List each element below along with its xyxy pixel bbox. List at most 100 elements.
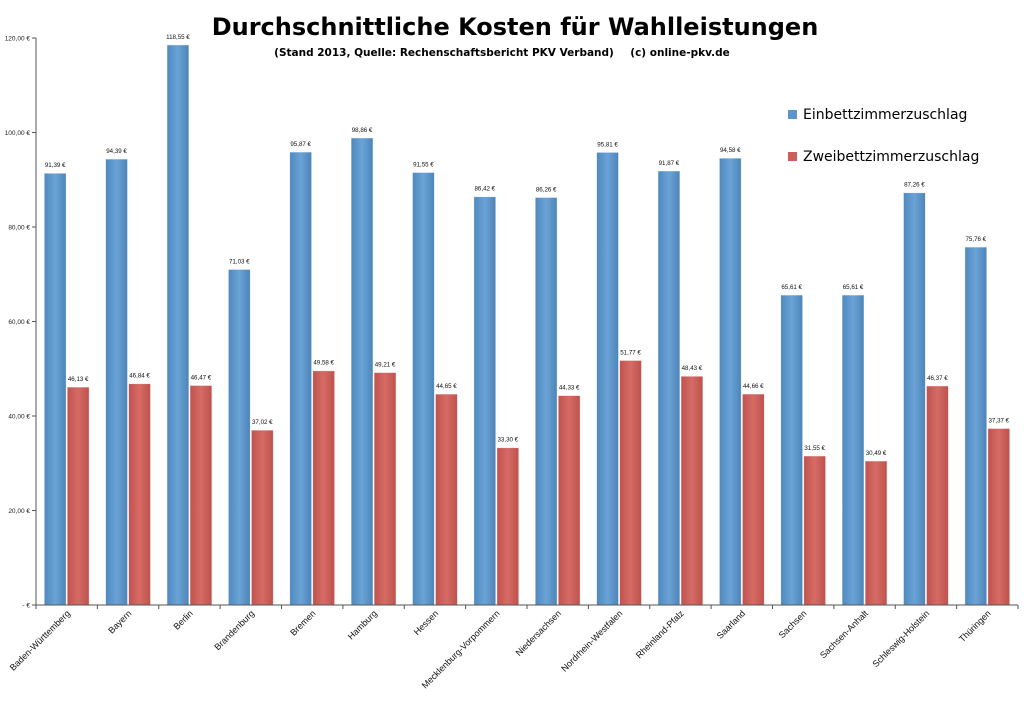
data-label: 87,26 € <box>904 182 925 189</box>
bar-zweibett <box>619 359 642 606</box>
category-label: Hamburg <box>346 608 379 641</box>
category-label: Saarland <box>715 608 748 641</box>
data-label: 94,58 € <box>720 147 741 154</box>
data-label: 46,37 € <box>927 375 948 382</box>
bar-zweibett <box>373 372 397 606</box>
data-label: 91,87 € <box>659 160 680 167</box>
data-label: 44,33 € <box>559 385 580 392</box>
category-label: Bremen <box>288 608 317 637</box>
bar-einbett <box>841 294 865 606</box>
bar-einbett <box>412 172 435 606</box>
legend-swatch <box>788 110 797 119</box>
data-label: 49,58 € <box>313 360 334 367</box>
bar-zweibett <box>128 383 151 606</box>
category-label: Niedersachsen <box>514 608 564 658</box>
bar-einbett <box>718 157 742 606</box>
bar-einbett <box>964 246 988 606</box>
bar-einbett <box>350 137 374 606</box>
category-label: Baden-Württemberg <box>8 608 72 672</box>
legend-swatch <box>788 152 797 161</box>
bar-einbett <box>780 294 804 606</box>
data-label: 44,65 € <box>436 383 457 390</box>
category-label: Sachsen-Anhalt <box>818 608 870 660</box>
data-label: 65,61 € <box>843 284 864 291</box>
bar-zweibett <box>741 393 765 606</box>
data-label: 46,84 € <box>129 373 150 380</box>
data-label: 94,39 € <box>106 148 127 155</box>
bar-einbett <box>166 44 190 606</box>
bar-zweibett <box>189 385 213 606</box>
legend-label: Zweibettzimmerzuschlag <box>803 149 979 165</box>
category-label: Sachsen <box>777 608 809 640</box>
data-label: 44,66 € <box>743 383 764 390</box>
data-label: 71,03 € <box>229 258 250 265</box>
bar-einbett <box>105 158 128 606</box>
bar-einbett <box>43 172 67 606</box>
bar-zweibett <box>987 428 1011 606</box>
data-label: 46,13 € <box>68 376 89 383</box>
category-label: Bayern <box>106 608 133 635</box>
data-label: 49,21 € <box>375 361 396 368</box>
y-axis: - € 20,00 € 40,00 € 60,00 € 80,00 € 100,00 € 1… <box>5 35 37 609</box>
y-tick-label: 20,00 € <box>8 508 30 515</box>
y-tick-label: 40,00 € <box>8 413 30 420</box>
bar-einbett <box>903 192 926 606</box>
data-label: 51,77 € <box>620 349 641 356</box>
data-label: 65,61 € <box>781 284 802 291</box>
data-label: 86,42 € <box>474 186 495 193</box>
bar-zweibett <box>680 375 704 606</box>
data-labels: 91,39 € 46,13 € 94,39 € 46,84 € 118,55 € 46,4… <box>45 34 1010 457</box>
data-label: 86,26 € <box>536 186 557 193</box>
category-label: Berlin <box>172 608 195 631</box>
bars <box>43 44 1011 606</box>
bar-einbett <box>473 196 497 606</box>
data-label: 37,02 € <box>252 419 273 426</box>
data-label: 48,43 € <box>682 365 703 372</box>
chart-title: Durchschnittliche Kosten für Wahlleistun… <box>212 13 819 41</box>
category-label: Schleswig-Holstein <box>871 608 932 669</box>
data-label: 30,49 € <box>866 450 887 457</box>
chart-subtitle-source: (Stand 2013, Quelle: Rechenschaftsberich… <box>274 47 614 59</box>
bar-zweibett <box>803 455 827 606</box>
data-label: 37,37 € <box>988 417 1009 424</box>
bar-einbett <box>289 151 313 606</box>
y-tick-label: 80,00 € <box>8 224 30 231</box>
legend-label: Einbettzimmerzuschlag <box>803 107 967 123</box>
bar-zweibett <box>312 370 336 606</box>
bar-zweibett <box>66 386 90 606</box>
category-label: Brandenburg <box>212 608 256 652</box>
bar-einbett <box>657 170 681 606</box>
category-label: Rheinland-Pfalz <box>634 608 686 660</box>
data-label: 91,55 € <box>413 161 434 168</box>
bar-zweibett <box>926 385 949 606</box>
x-axis: Baden-Württemberg Bayern Berlin Brandenburg… <box>8 604 1019 690</box>
data-label: 91,39 € <box>45 162 66 169</box>
data-label: 98,86 € <box>352 127 373 134</box>
y-tick-label: 60,00 € <box>8 319 30 326</box>
data-label: 75,76 € <box>965 236 986 243</box>
bar-zweibett <box>496 447 520 606</box>
y-tick-label: - € <box>22 602 30 609</box>
legend: Einbettzimmerzuschlag Zweibettzimmerzusch… <box>788 107 979 165</box>
data-label: 95,87 € <box>290 141 311 148</box>
bar-zweibett <box>435 393 458 606</box>
bar-einbett <box>534 197 558 606</box>
data-label: 95,81 € <box>597 141 618 148</box>
data-label: 118,55 € <box>166 34 190 41</box>
y-tick-label: 120,00 € <box>5 35 31 42</box>
data-label: 33,30 € <box>497 437 518 444</box>
category-label: Hessen <box>412 608 441 637</box>
chart-subtitle-copyright: (c) online-pkv.de <box>630 47 729 59</box>
category-label: Thüringen <box>957 608 993 644</box>
bar-zweibett <box>250 429 274 606</box>
y-tick-label: 100,00 € <box>5 130 31 137</box>
data-label: 46,47 € <box>191 374 212 381</box>
category-label: Nordrhein-Westfalen <box>559 608 624 673</box>
bar-einbett <box>596 151 619 606</box>
bar-einbett <box>227 268 251 606</box>
bar-zweibett <box>557 395 581 606</box>
data-label: 31,55 € <box>804 445 825 452</box>
bar-zweibett <box>864 460 888 606</box>
